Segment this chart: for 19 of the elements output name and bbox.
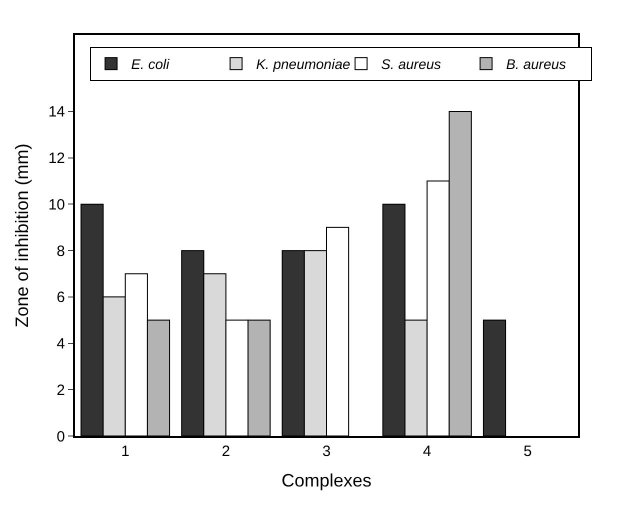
x-tick-label: 5 bbox=[524, 443, 532, 460]
legend-label: B. aureus bbox=[506, 56, 566, 72]
y-tick-label: 6 bbox=[56, 289, 65, 306]
x-tick-label: 1 bbox=[121, 443, 130, 460]
y-tick-label: 12 bbox=[48, 150, 65, 168]
x-tick-label: 3 bbox=[322, 443, 331, 460]
y-tick-label: 10 bbox=[48, 196, 65, 214]
legend-label: K. pneumoniae bbox=[256, 56, 350, 72]
legend-label: S. aureus bbox=[381, 56, 442, 72]
y-tick-label: 14 bbox=[48, 104, 65, 121]
legend-label: E. coli bbox=[131, 56, 170, 72]
y-tick-label: 4 bbox=[56, 336, 65, 353]
x-tick-label: 2 bbox=[222, 443, 230, 460]
y-tick-label: 8 bbox=[56, 242, 65, 260]
x-tick-label: 4 bbox=[422, 443, 432, 460]
y-axis-title: Zone of inhibition (mm) bbox=[12, 143, 32, 328]
y-tick-label: 0 bbox=[56, 428, 65, 446]
x-axis-title: Complexes bbox=[281, 470, 372, 491]
y-tick-label: 2 bbox=[56, 382, 65, 399]
